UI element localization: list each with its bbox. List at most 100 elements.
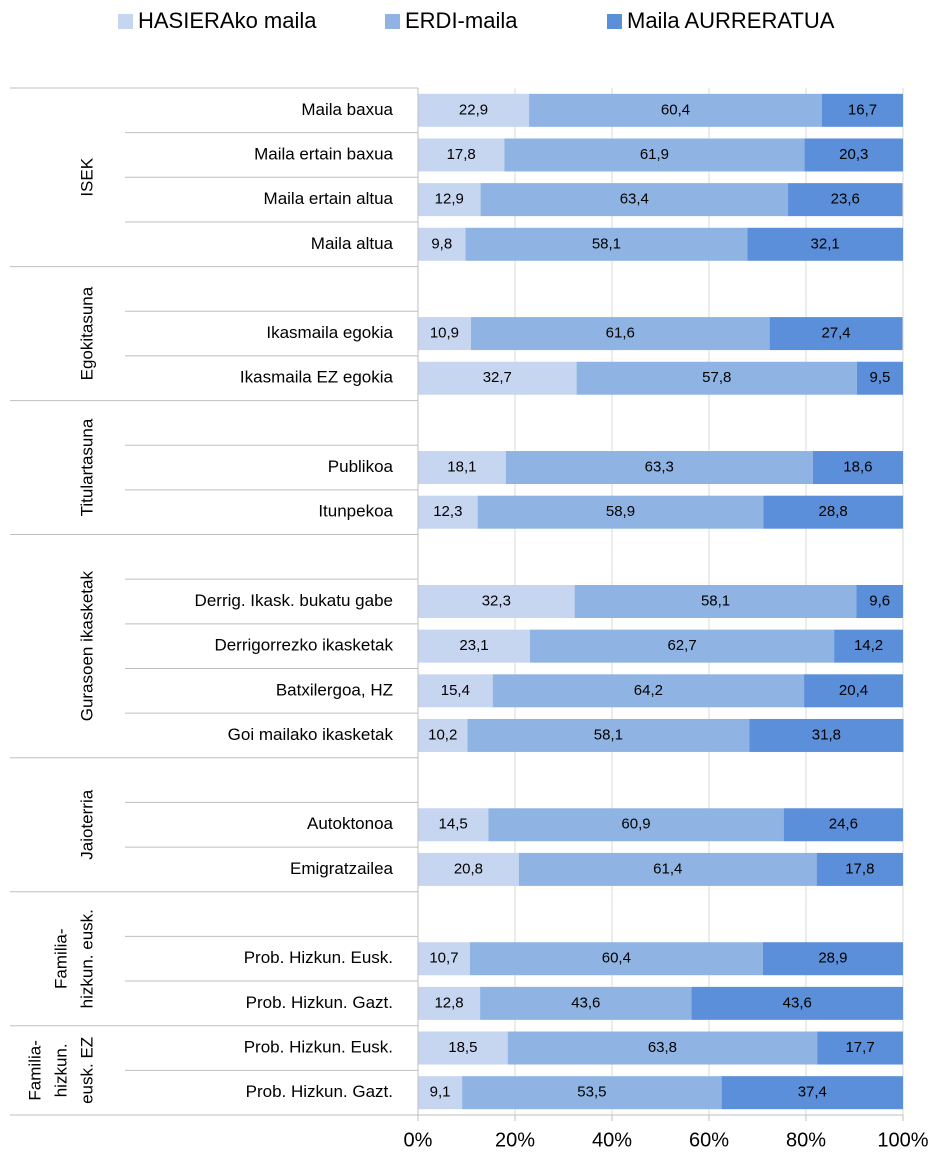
y-tick-label: Maila ertain baxua (254, 144, 393, 163)
value-label: 63,3 (645, 459, 674, 476)
value-label: 10,9 (430, 325, 459, 342)
value-label: 58,1 (592, 235, 621, 252)
y-tick-label: Prob. Hizkun. Gazt. (246, 993, 393, 1012)
value-label: 63,4 (620, 191, 649, 208)
bar-segment (788, 183, 903, 217)
value-label: 18,1 (447, 459, 476, 476)
bar-segment (763, 495, 903, 529)
bar-segment (721, 1076, 903, 1110)
value-label: 53,5 (577, 1084, 606, 1101)
y-tick-label: Maila baxua (301, 100, 393, 119)
bar-segment (747, 227, 903, 261)
legend-swatch (385, 14, 400, 29)
bar-segment (418, 361, 577, 395)
bar-segment (418, 852, 519, 886)
value-label: 23,6 (831, 191, 860, 208)
bar-segment (470, 317, 770, 351)
value-label: 43,6 (571, 994, 600, 1011)
value-label: 9,1 (430, 1084, 451, 1101)
y-tick-label: Prob. Hizkun. Eusk. (244, 1038, 393, 1057)
bar-segment (812, 451, 903, 485)
bar-segment (530, 629, 835, 663)
value-label: 10,7 (429, 950, 458, 967)
value-label: 27,4 (821, 325, 850, 342)
bar-segment (418, 718, 468, 752)
legend-swatch (607, 14, 622, 29)
value-label: 22,9 (459, 101, 488, 118)
x-tick-label: 60% (689, 1129, 729, 1151)
bar-segment (418, 495, 478, 529)
bar-segment (804, 138, 903, 172)
x-tick-label: 0% (404, 1129, 433, 1151)
value-label: 23,1 (459, 637, 488, 654)
bar-segment (504, 138, 805, 172)
bar-segment (769, 317, 903, 351)
bar-segment (691, 986, 903, 1020)
value-label: 61,6 (606, 325, 635, 342)
y-tick-label: Ikasmaila EZ egokia (240, 368, 394, 387)
bar-segment (467, 718, 750, 752)
legend-label: Maila AURRERATUA (627, 8, 835, 33)
group-label: ISEK (77, 157, 96, 196)
value-label: 9,6 (869, 592, 890, 609)
y-tick-label: Maila ertain altua (264, 189, 394, 208)
group-label: Jaioterria (77, 789, 96, 859)
group-label: Familia- (51, 928, 70, 988)
bar-segment (418, 1031, 508, 1065)
bar-segment (469, 942, 763, 976)
y-tick-label: Itunpekoa (318, 502, 393, 521)
group-label: hizkun. (51, 1043, 70, 1097)
value-label: 20,3 (839, 146, 868, 163)
bar-segment (418, 808, 489, 842)
bar-segment (576, 361, 857, 395)
value-label: 18,6 (843, 459, 872, 476)
bar-segment (418, 1076, 463, 1110)
value-label: 14,2 (854, 637, 883, 654)
value-label: 32,3 (482, 592, 511, 609)
value-label: 18,5 (448, 1039, 477, 1056)
bar-segment (418, 183, 481, 217)
bar-segment (574, 585, 857, 618)
legend-label: ERDI-maila (405, 8, 518, 33)
value-label: 62,7 (667, 637, 696, 654)
value-label: 61,9 (640, 146, 669, 163)
bar-segment (762, 942, 903, 976)
bar-segment (529, 93, 823, 127)
value-label: 32,1 (811, 235, 840, 252)
bar-segment (418, 585, 575, 618)
value-label: 20,8 (454, 860, 483, 877)
value-label: 9,8 (431, 235, 452, 252)
bar-segment (418, 317, 471, 351)
value-label: 20,4 (839, 682, 868, 699)
x-tick-label: 80% (786, 1129, 826, 1151)
value-label: 60,9 (621, 816, 650, 833)
bar-segment (507, 1031, 818, 1065)
y-tick-label: Publikoa (328, 457, 394, 476)
x-tick-label: 100% (877, 1129, 928, 1151)
value-label: 15,4 (441, 682, 470, 699)
group-label: Egokitasuna (77, 286, 96, 380)
value-label: 12,3 (433, 503, 462, 520)
legend-label: HASIERAko maila (138, 8, 317, 33)
legend-swatch (118, 14, 133, 29)
y-tick-label: Goi mailako ikasketak (228, 725, 394, 744)
value-label: 17,8 (447, 146, 476, 163)
value-label: 12,8 (434, 994, 463, 1011)
group-label: eusk. EZ (77, 1037, 96, 1104)
bar-segment (418, 674, 493, 708)
value-label: 28,9 (818, 950, 847, 967)
bar-segment (518, 852, 817, 886)
x-tick-label: 40% (592, 1129, 632, 1151)
y-tick-label: Derrig. Ikask. bukatu gabe (195, 591, 393, 610)
y-tick-label: Prob. Hizkun. Gazt. (246, 1082, 393, 1101)
x-tick-label: 20% (495, 1129, 535, 1151)
value-label: 12,9 (435, 191, 464, 208)
bar-segment (477, 495, 764, 529)
bar-segment (834, 629, 903, 663)
value-label: 60,4 (661, 101, 690, 118)
bar-segment (505, 451, 813, 485)
y-tick-label: Batxilergoa, HZ (276, 680, 393, 699)
y-tick-label: Maila altua (311, 234, 394, 253)
value-label: 58,9 (606, 503, 635, 520)
